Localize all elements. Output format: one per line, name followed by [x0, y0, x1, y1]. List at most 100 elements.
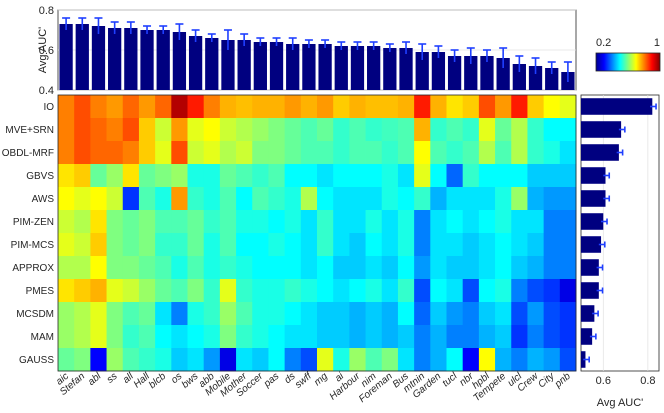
heat-cell [462, 164, 480, 188]
heat-cell [138, 279, 156, 303]
heat-cell [317, 256, 334, 280]
heat-cell [268, 256, 286, 280]
heat-cell [317, 210, 334, 234]
side-xtick-label: 0.8 [640, 375, 655, 387]
heat-cell [58, 141, 75, 165]
heat-cell [462, 348, 480, 372]
heat-cell [58, 164, 75, 188]
top-bar [172, 32, 187, 90]
heat-cell [430, 164, 447, 188]
heat-cell [527, 164, 545, 188]
heat-cell [58, 210, 75, 234]
heat-cell [478, 348, 496, 372]
heat-cell [90, 233, 107, 257]
heat-cell [462, 187, 480, 211]
heat-cell [349, 233, 366, 257]
heat-cell [203, 141, 221, 165]
heat-cell [511, 210, 528, 234]
heat-cell [58, 302, 75, 326]
heat-cell [527, 95, 545, 119]
heat-cell [317, 233, 334, 257]
row-label: MVE+SRN [5, 125, 54, 136]
heat-cell [138, 256, 156, 280]
heat-cell [430, 302, 447, 326]
heat-cell [284, 325, 302, 349]
heat-cell [543, 141, 561, 165]
top-bar [302, 44, 316, 90]
heat-cell [300, 187, 318, 211]
top-ytick-label: 0.4 [39, 85, 54, 97]
heat-cell [414, 233, 431, 257]
top-bar [140, 30, 154, 90]
heat-cell [317, 164, 334, 188]
heat-cell [478, 325, 496, 349]
heat-cell [543, 210, 561, 234]
heat-cell [284, 279, 302, 303]
heat-cell [430, 187, 447, 211]
heat-cell [155, 118, 172, 142]
row-label: PIM-ZEN [13, 217, 54, 228]
heat-cell [397, 233, 415, 257]
heat-cell [187, 141, 205, 165]
heat-cell [381, 256, 399, 280]
heat-cell [300, 348, 318, 372]
colorbar-max-label: 1 [654, 37, 660, 49]
heat-cell [478, 141, 496, 165]
row-label: IO [43, 102, 54, 113]
heat-cell [317, 141, 334, 165]
heat-cell [333, 233, 350, 257]
heat-cell [268, 95, 286, 119]
heat-cell [365, 325, 383, 349]
heat-cell [155, 233, 172, 257]
column-label: ss [105, 371, 120, 386]
heat-cell [252, 279, 269, 303]
heat-cell [414, 210, 431, 234]
heat-cell [90, 256, 107, 280]
heat-cell [414, 118, 431, 142]
heat-cell [236, 348, 253, 372]
heat-cell [333, 325, 350, 349]
heat-cell [122, 256, 140, 280]
heat-cell [430, 279, 447, 303]
heat-cell [219, 302, 237, 326]
heat-cell [446, 187, 464, 211]
top-bar [496, 58, 510, 90]
heat-cell [381, 325, 399, 349]
heat-cell [90, 141, 107, 165]
heat-cell [446, 302, 464, 326]
heat-cell [252, 187, 269, 211]
heat-cell [365, 187, 383, 211]
top-bar [237, 40, 251, 90]
heat-cell [122, 141, 140, 165]
heat-cell [333, 187, 350, 211]
side-bar [581, 236, 602, 253]
heat-cell [268, 233, 286, 257]
heat-cell [511, 95, 528, 119]
heat-cell [478, 256, 496, 280]
heat-cell [138, 118, 156, 142]
heat-cell [155, 302, 172, 326]
heat-cell [559, 233, 577, 257]
heat-cell [430, 348, 447, 372]
heat-cell [381, 95, 399, 119]
heat-cell [252, 164, 269, 188]
heat-cell [349, 164, 366, 188]
heat-cell [559, 118, 577, 142]
heat-cell [219, 164, 237, 188]
heat-cell [446, 256, 464, 280]
heat-cell [397, 302, 415, 326]
heat-cell [414, 256, 431, 280]
heat-cell [527, 348, 545, 372]
heat-cell [527, 187, 545, 211]
heat-cell [203, 256, 221, 280]
heat-cell [106, 164, 124, 188]
heat-cell [58, 256, 75, 280]
top-bar [528, 66, 543, 90]
heat-cell [446, 118, 464, 142]
heat-cell [171, 164, 188, 188]
heat-cell [74, 279, 91, 303]
heat-cell [236, 141, 253, 165]
heat-cell [155, 279, 172, 303]
top-bar [91, 26, 106, 90]
colorbar: 0.2 1 [595, 37, 661, 72]
